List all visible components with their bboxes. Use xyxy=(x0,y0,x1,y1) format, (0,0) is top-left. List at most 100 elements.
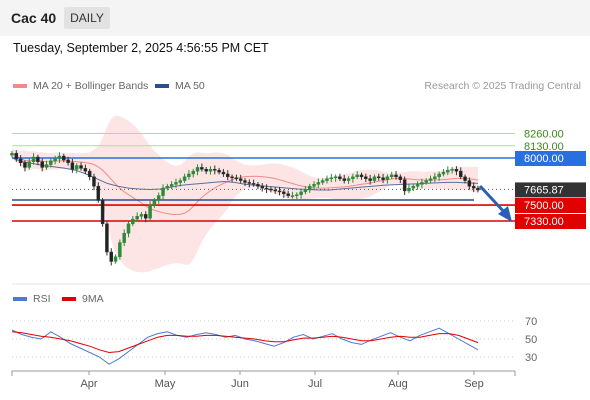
candle-body xyxy=(338,176,342,179)
candle-body xyxy=(303,189,308,193)
timestamp: Tuesday, September 2, 2025 4:56:55 PM CE… xyxy=(13,41,269,55)
candle-body xyxy=(420,182,424,185)
candle-body xyxy=(152,200,157,206)
candle-body xyxy=(92,176,96,187)
candle-body xyxy=(62,155,66,161)
candle-body xyxy=(36,156,40,163)
candle-body xyxy=(368,178,372,181)
candle-body xyxy=(320,180,325,183)
candle-body xyxy=(256,184,260,187)
rsi-tick-30: 30 xyxy=(525,352,537,364)
projection-arrow-group xyxy=(478,184,512,222)
candle-body xyxy=(83,168,88,172)
level-box-2 xyxy=(515,151,586,166)
legend-swatch-9ma xyxy=(62,297,76,301)
candle-body xyxy=(415,184,420,187)
candle-body xyxy=(57,155,62,160)
candle-body xyxy=(381,177,385,180)
x-axis-group: Apr May Jun Jul Aug Sep xyxy=(11,370,516,390)
candle-body xyxy=(243,180,247,183)
candle-body xyxy=(195,167,200,172)
candle-body xyxy=(156,195,161,201)
candle-body xyxy=(113,256,118,262)
candle-body xyxy=(286,193,290,196)
candle-body xyxy=(312,184,316,187)
rsi-tick-50: 50 xyxy=(525,334,537,346)
x-label-jul: Jul xyxy=(308,378,322,390)
candle-body xyxy=(389,174,394,178)
candle-body xyxy=(372,176,377,181)
candle-body xyxy=(191,170,195,175)
candle-body xyxy=(355,174,359,178)
candle-body xyxy=(463,176,467,181)
candle-body xyxy=(476,187,480,191)
candle-body xyxy=(49,160,53,165)
x-label-jun: Jun xyxy=(231,378,249,390)
candle-body xyxy=(66,159,70,163)
candle-body xyxy=(269,188,273,191)
candle-body xyxy=(342,178,346,181)
candle-body xyxy=(394,174,398,178)
candle-body xyxy=(467,180,472,187)
candle-body xyxy=(139,214,144,217)
candle-body xyxy=(307,185,312,191)
candle-body xyxy=(135,216,139,220)
candle-body xyxy=(10,153,14,156)
level-label-2: 8000.00 xyxy=(524,153,564,165)
candle-body xyxy=(377,176,381,179)
x-label-sep: Sep xyxy=(464,378,484,390)
legend-swatch-rsi xyxy=(13,297,27,301)
candle-body xyxy=(433,176,437,179)
candle-body xyxy=(446,169,450,173)
candle-body xyxy=(18,158,23,163)
candle-body xyxy=(424,180,428,183)
credit-text: Research © 2025 Trading Central xyxy=(424,80,581,92)
candle-body xyxy=(454,169,459,172)
candle-body xyxy=(53,158,57,162)
legend-label-bollinger: MA 20 + Bollinger Bands xyxy=(33,80,149,92)
candle-body xyxy=(273,189,277,192)
level-label-0: 8260.00 xyxy=(524,129,564,141)
projection-arrow-shaft xyxy=(478,184,508,216)
legend-swatch-ma50 xyxy=(155,84,169,88)
candle-body xyxy=(221,171,226,175)
timeframe-button[interactable]: DAILY xyxy=(64,7,110,29)
legend-label-rsi: RSI xyxy=(33,293,51,305)
candle-body xyxy=(187,173,191,178)
rsi-group: 70 50 30 xyxy=(11,283,590,365)
rsi-line xyxy=(11,327,479,365)
candle-body xyxy=(290,195,295,197)
candle-body xyxy=(96,185,101,201)
legend-swatch-bollinger xyxy=(13,84,27,88)
candle-body xyxy=(174,182,178,185)
candle-body xyxy=(105,223,109,253)
level-box-3 xyxy=(515,182,586,198)
candle-body xyxy=(14,153,19,160)
candle-body xyxy=(359,174,364,178)
level-box-4 xyxy=(515,198,586,214)
candle-body xyxy=(277,190,282,193)
candle-body xyxy=(282,191,286,194)
legend-label-9ma: 9MA xyxy=(82,293,104,305)
candle-body xyxy=(428,178,433,181)
x-label-apr: Apr xyxy=(80,378,97,390)
instrument-title: Cac 40 xyxy=(11,10,57,26)
candle-body xyxy=(251,183,256,185)
candle-body xyxy=(299,191,303,195)
candle-body xyxy=(204,169,208,172)
candle-body xyxy=(200,167,204,170)
candle-body xyxy=(144,214,148,219)
candle-body xyxy=(118,242,122,257)
candle-body xyxy=(225,173,230,178)
candle-body xyxy=(100,200,105,225)
candle-body xyxy=(213,169,217,171)
candle-body xyxy=(230,176,234,179)
candle-body xyxy=(329,177,334,179)
candle-body xyxy=(458,170,463,178)
candle-body xyxy=(441,171,446,175)
candle-body xyxy=(325,178,329,181)
x-label-may: May xyxy=(155,378,176,390)
